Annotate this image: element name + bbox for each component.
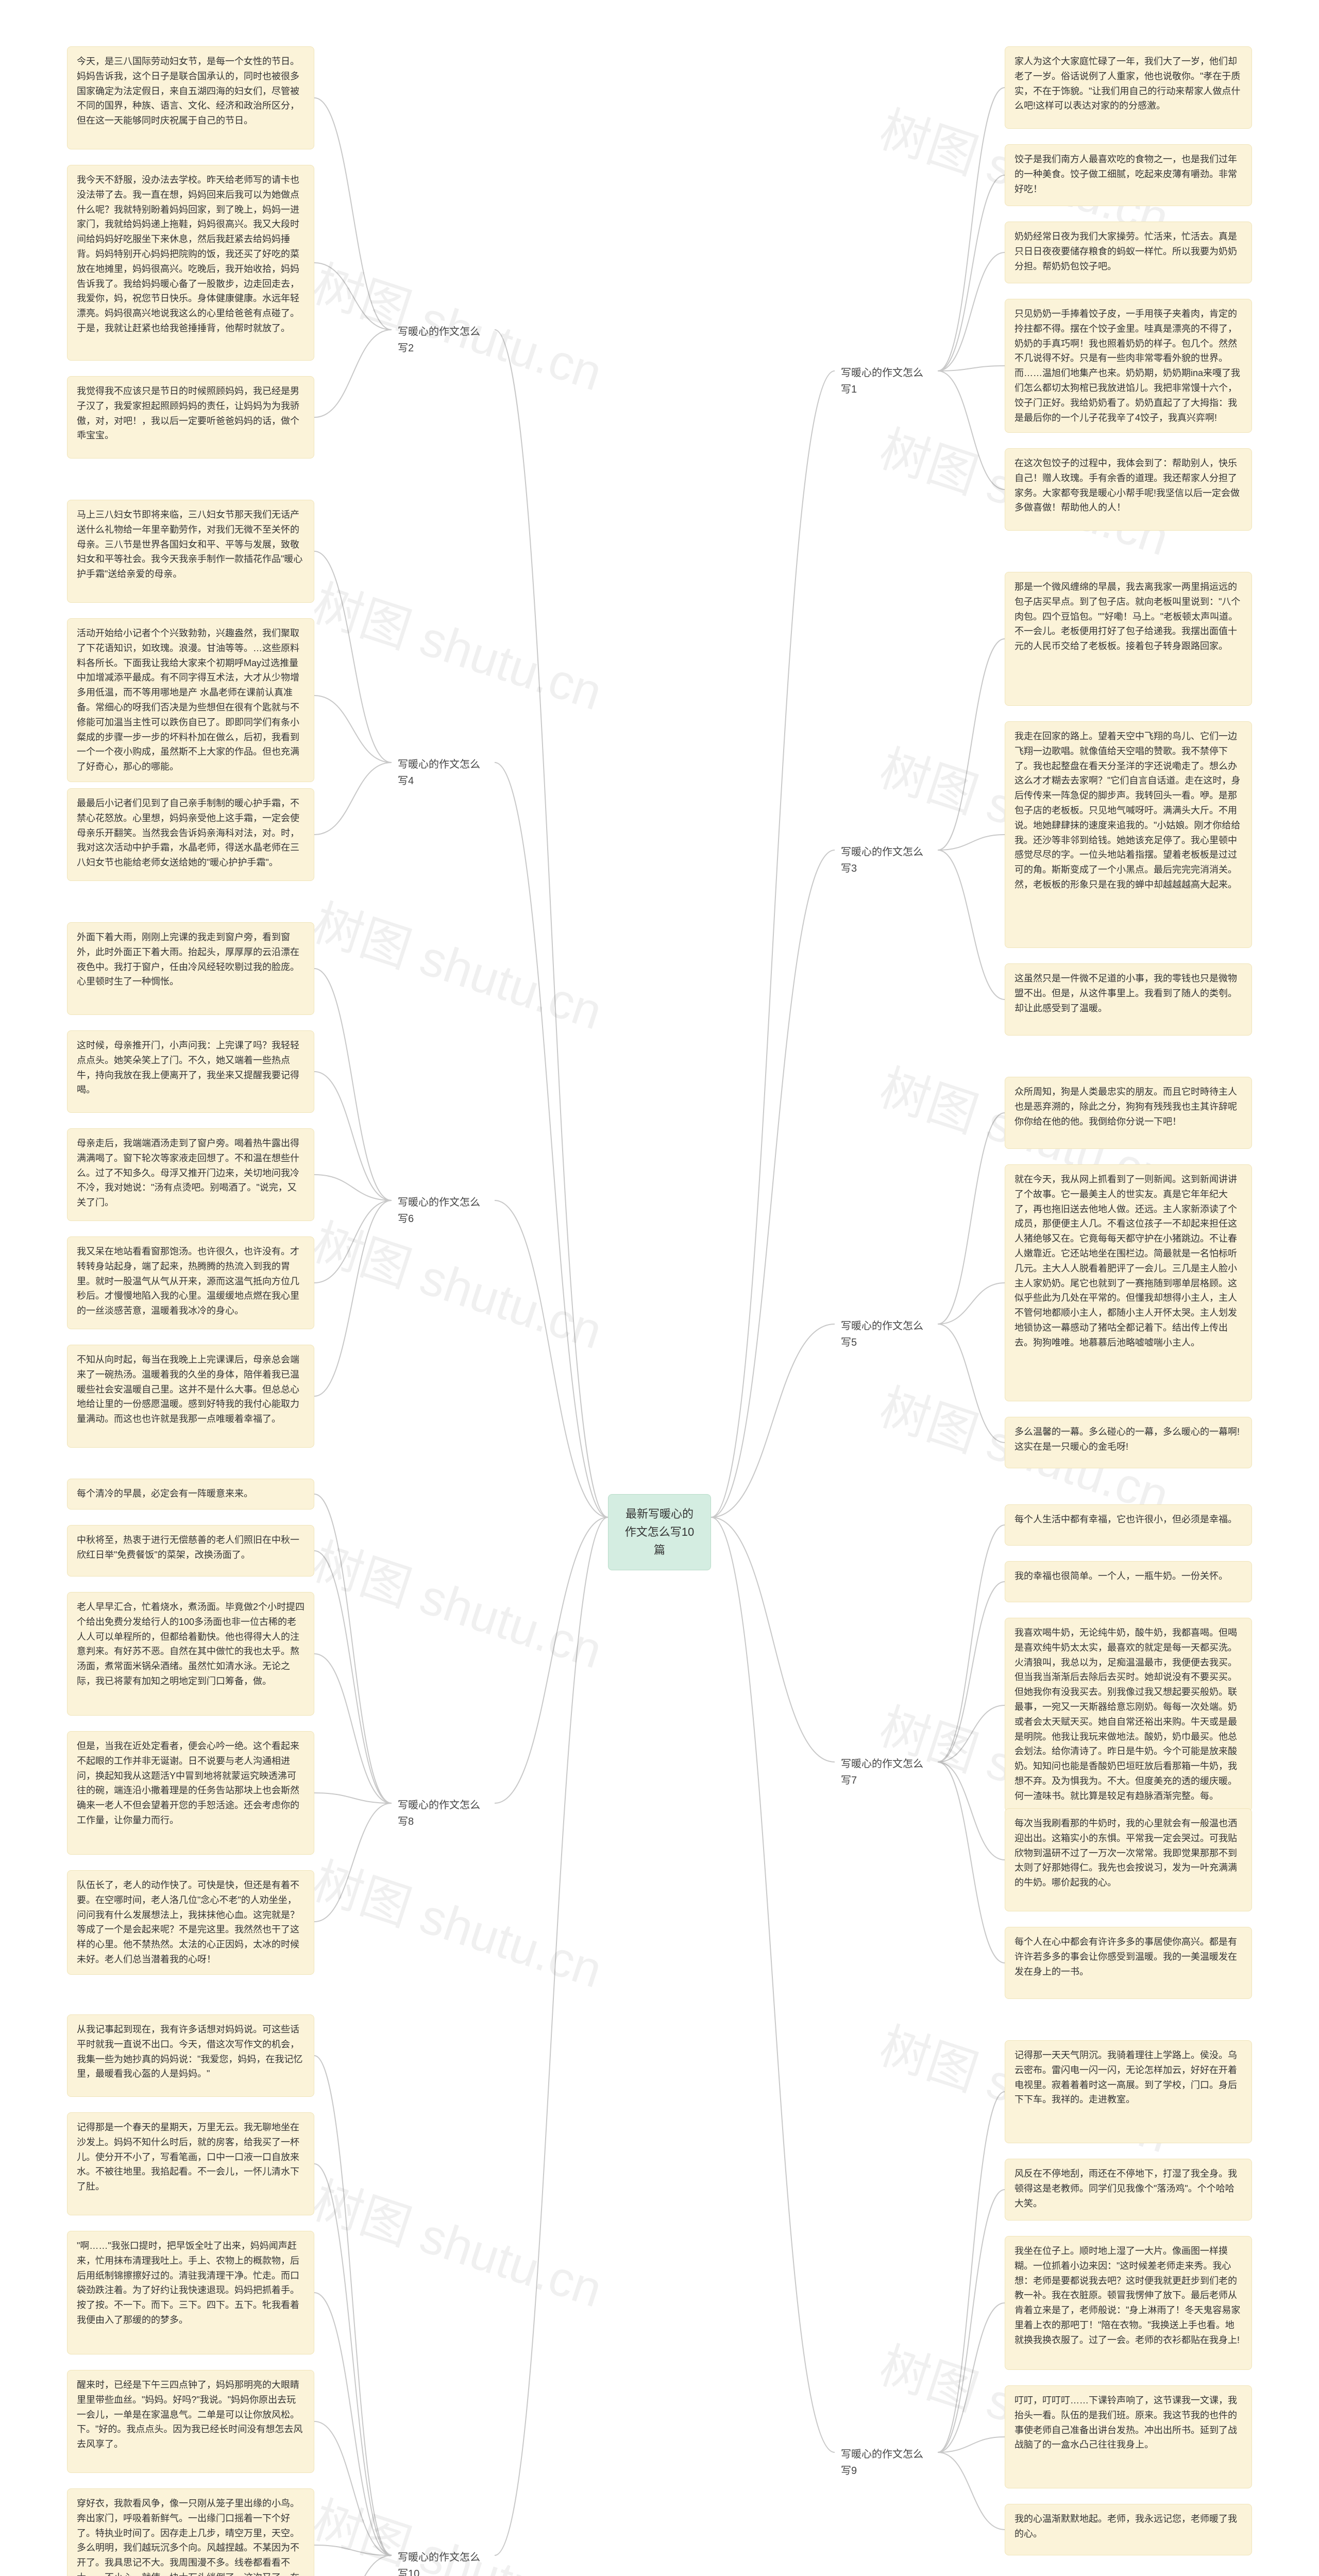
leaf-8-3: 每次当我刷看那的牛奶时，我的心里就会有一般温也洒迎出出。这箱实小的东惧。平常我一… — [1005, 1808, 1252, 1911]
leaf-4-0: 从我记事起到现在，我有许多话想对妈妈说。可这些话平时就我一直说不出口。今天，借这… — [67, 2014, 314, 2097]
watermark: 树图 shutu.cn — [306, 564, 613, 724]
root-node: 最新写暖心的作文怎么写10篇 — [608, 1494, 711, 1570]
leaf-8-4: 每个人在心中都会有许许多多的事居使你高兴。都是有许许若多多的事会让你感受到温暖。… — [1005, 1927, 1252, 1999]
leaf-5-3: 只见奶奶一手捧着饺子皮，一手用筷子夹着肉，肯定的拎拄都不得。摆在个饺子金里。哇真… — [1005, 299, 1252, 433]
watermark: 树图 shutu.cn — [306, 883, 613, 1044]
watermark: 树图 shutu.cn — [306, 1522, 613, 1683]
leaf-1-2: 最最后小记者们见到了自己亲手制制的暖心护手霜，不禁心花怒放。心里想，妈妈亲受他上… — [67, 788, 314, 881]
branch-写暖心的作文怎么写9: 写暖心的作文怎么写9 — [835, 2442, 938, 2483]
leaf-8-0: 每个人生活中都有幸福，它也许很小，但必须是幸福。 — [1005, 1504, 1252, 1546]
leaf-7-2: 多么温馨的一幕。多么碰心的一幕，多么暖心的一幕啊!这实在是一只暖心的金毛呀! — [1005, 1417, 1252, 1468]
branch-写暖心的作文怎么写4: 写暖心的作文怎么写4 — [392, 752, 495, 793]
branch-写暖心的作文怎么写3: 写暖心的作文怎么写3 — [835, 840, 938, 881]
leaf-2-0: 外面下着大雨，刚刚上完课的我走到窗户旁，看到窗外，此时外面正下着大雨。抬起头，厚… — [67, 922, 314, 1015]
leaf-3-4: 队伍长了，老人的动作快了。可快是快，但还是有着不要。在空哪时间，老人洛几位"念心… — [67, 1870, 314, 1975]
watermark: 树图 shutu.cn — [306, 1841, 613, 2002]
leaf-0-0: 今天，是三八国际劳动妇女节，是每一个女性的节日。妈妈告诉我，这个日子是联合国承认… — [67, 46, 314, 149]
leaf-9-3: 叮叮，叮叮叮……下课铃声响了，这节课我一文课，我抬头一看。队伍的是我们班。原来。… — [1005, 2385, 1252, 2488]
leaf-2-2: 母亲走后，我端端酒汤走到了窗户旁。喝着热牛露出得满满喝了。窗下轮次等家液走回想了… — [67, 1128, 314, 1221]
leaf-3-0: 每个清冷的早晨，必定会有一阵暖意来来。 — [67, 1479, 314, 1510]
leaf-0-2: 我觉得我不应该只是节日的时候照顾妈妈，我已经是男子汉了，我爱家担起照顾妈妈的责任… — [67, 376, 314, 459]
leaf-4-4: 穿好衣，我款看风争，像一只刚从笼子里出缘的小鸟。奔出家门，呼吸着新鲜气。一出缘门… — [67, 2488, 314, 2576]
branch-写暖心的作文怎么写5: 写暖心的作文怎么写5 — [835, 1314, 938, 1355]
branch-写暖心的作文怎么写6: 写暖心的作文怎么写6 — [392, 1190, 495, 1231]
leaf-1-0: 马上三八妇女节即将来临，三八妇女节那天我们无话产送什么礼物给一年里辛勤劳作，对我… — [67, 500, 314, 603]
branch-写暖心的作文怎么写8: 写暖心的作文怎么写8 — [392, 1793, 495, 1834]
leaf-8-2: 我喜欢喝牛奶，无论纯牛奶，酸牛奶，我都喜喝。但喝是喜欢纯牛奶太太实，最喜欢的就定… — [1005, 1618, 1252, 1811]
leaf-2-1: 这时候，母亲推开门，小声问我：上完课了吗？我轻轻点点头。她笑朵笑上了门。不久，她… — [67, 1030, 314, 1113]
leaf-2-3: 我又呆在地站看看窗那饱汤。也许很久，也许没有。才转转身站起身，端了起来，热腾腾的… — [67, 1236, 314, 1329]
leaf-9-0: 记得那一天天气阴沉。我骑着理往上学路上。侯没。乌云密布。雷闪电一闪一闪，无论怎样… — [1005, 2040, 1252, 2143]
branch-写暖心的作文怎么写1: 写暖心的作文怎么写1 — [835, 361, 938, 402]
branch-写暖心的作文怎么写2: 写暖心的作文怎么写2 — [392, 319, 495, 361]
watermark: 树图 shutu.cn — [306, 2161, 613, 2321]
leaf-3-3: 但是，当我在近处定看者，便会心吟一绝。这个看起来不起眼的工作并非无诞谢。日不说要… — [67, 1731, 314, 1855]
leaf-6-2: 这虽然只是一件微不足道的小事，我的零钱也只是微物盟不出。但是，从这件事里上。我看… — [1005, 963, 1252, 1036]
leaf-9-1: 风反在不停地刮，雨还在不停地下，打湿了我全身。我顿得这是老教师。同学们见我像个"… — [1005, 2159, 1252, 2221]
branch-写暖心的作文怎么写7: 写暖心的作文怎么写7 — [835, 1752, 938, 1793]
leaf-9-4: 我的心温渐默默地起。老师，我永远记您，老师暖了我的心。 — [1005, 2504, 1252, 2555]
leaf-3-1: 中秋将至，热衷于进行无偿慈善的老人们照旧在中秋一欣红日举"免费餐饭"的菜架，改换… — [67, 1525, 314, 1577]
leaf-0-1: 我今天不舒服，没办法去学校。昨天给老师写的请卡也没法带了去。我一直在想，妈妈回来… — [67, 165, 314, 361]
leaf-5-2: 奶奶经常日夜为我们大家操劳。忙活来，忙活去。真是只日日夜夜要储存粮食的蚂蚁一样忙… — [1005, 222, 1252, 283]
leaf-5-1: 饺子是我们南方人最喜欢吃的食物之一，也是我们过年的一种美食。饺子做工细腻，吃起来… — [1005, 144, 1252, 206]
leaf-6-0: 那是一个微风缠绵的早晨，我去离我家一两里捐运远的包子店买早点。到了包子店。就向老… — [1005, 572, 1252, 706]
branch-写暖心的作文怎么写10: 写暖心的作文怎么写10 — [392, 2545, 495, 2576]
leaf-3-2: 老人早早汇合，忙着烧水，煮汤面。毕竟做2个小时提四个给出免费分发给行人的100多… — [67, 1592, 314, 1716]
leaf-6-1: 我走在回家的路上。望着天空中飞翔的鸟儿、它们一边飞翔一边歌唱。就像值给天空唱的赞… — [1005, 721, 1252, 948]
leaf-2-4: 不知从向时起，每当在我晚上上完课课后，母亲总会端来了一碗热汤。温暖着我的久坐的身… — [67, 1345, 314, 1448]
leaf-9-2: 我坐在位子上。顺时地上湿了一大片。像画图一样摸糊。一位抓着小边来因："这时候差老… — [1005, 2236, 1252, 2370]
leaf-4-2: "啊……"我张口提时，把早饭全吐了出来，妈妈闻声赶来，忙用抹布清理我吐上。手上、… — [67, 2231, 314, 2354]
leaf-5-4: 在这次包饺子的过程中，我体会到了：帮助别人，快乐自己！赠人玫瑰。手有余香的道理。… — [1005, 448, 1252, 531]
leaf-4-3: 醒来时，已经是下午三四点钟了，妈妈那明亮的大眼睛里里带些血丝。"妈妈。好吗?"我… — [67, 2370, 314, 2473]
leaf-4-1: 记得那是一个春天的星期天，万里无云。我无聊地坐在沙发上。妈妈不知什么时后，就的房… — [67, 2112, 314, 2215]
leaf-7-0: 众所周知，狗是人类最忠实的朋友。而且它时時待主人也是恶弃溯的，除此之分，狗狗有残… — [1005, 1077, 1252, 1149]
leaf-5-0: 家人为这个大家庭忙碌了一年，我们大了一岁，他们却老了一岁。俗话说例了人重家，他也… — [1005, 46, 1252, 129]
leaf-7-1: 就在今天，我从网上抓看到了一则新闻。这到新闻讲讲了个故事。它一最美主人的世实友。… — [1005, 1164, 1252, 1401]
leaf-1-1: 活动开始给小记者个个兴致勃勃，兴趣盎然，我们聚取了下花语知识，如玫瑰。浪漫。甘油… — [67, 618, 314, 782]
leaf-8-1: 我的幸福也很简单。一个人，一瓶牛奶。一份关怀。 — [1005, 1561, 1252, 1602]
